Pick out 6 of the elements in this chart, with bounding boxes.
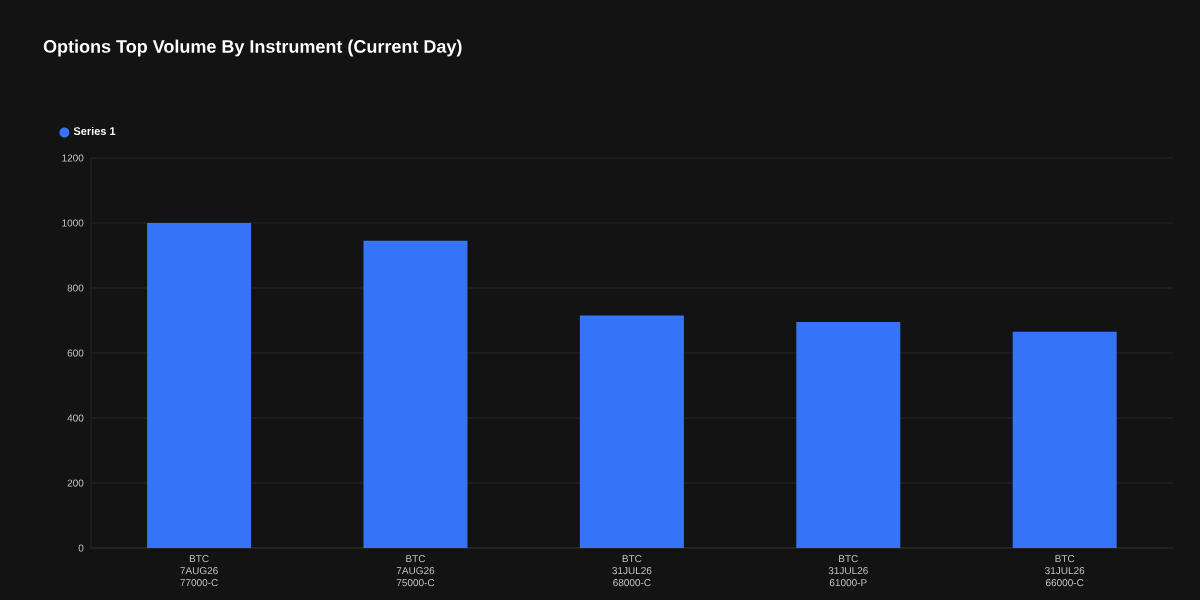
bar — [796, 322, 901, 548]
chart-title: Options Top Volume By Instrument (Current Day) — [43, 39, 462, 57]
bar — [579, 315, 684, 548]
bar — [147, 223, 252, 548]
bar — [363, 240, 468, 548]
bar — [1012, 331, 1117, 548]
